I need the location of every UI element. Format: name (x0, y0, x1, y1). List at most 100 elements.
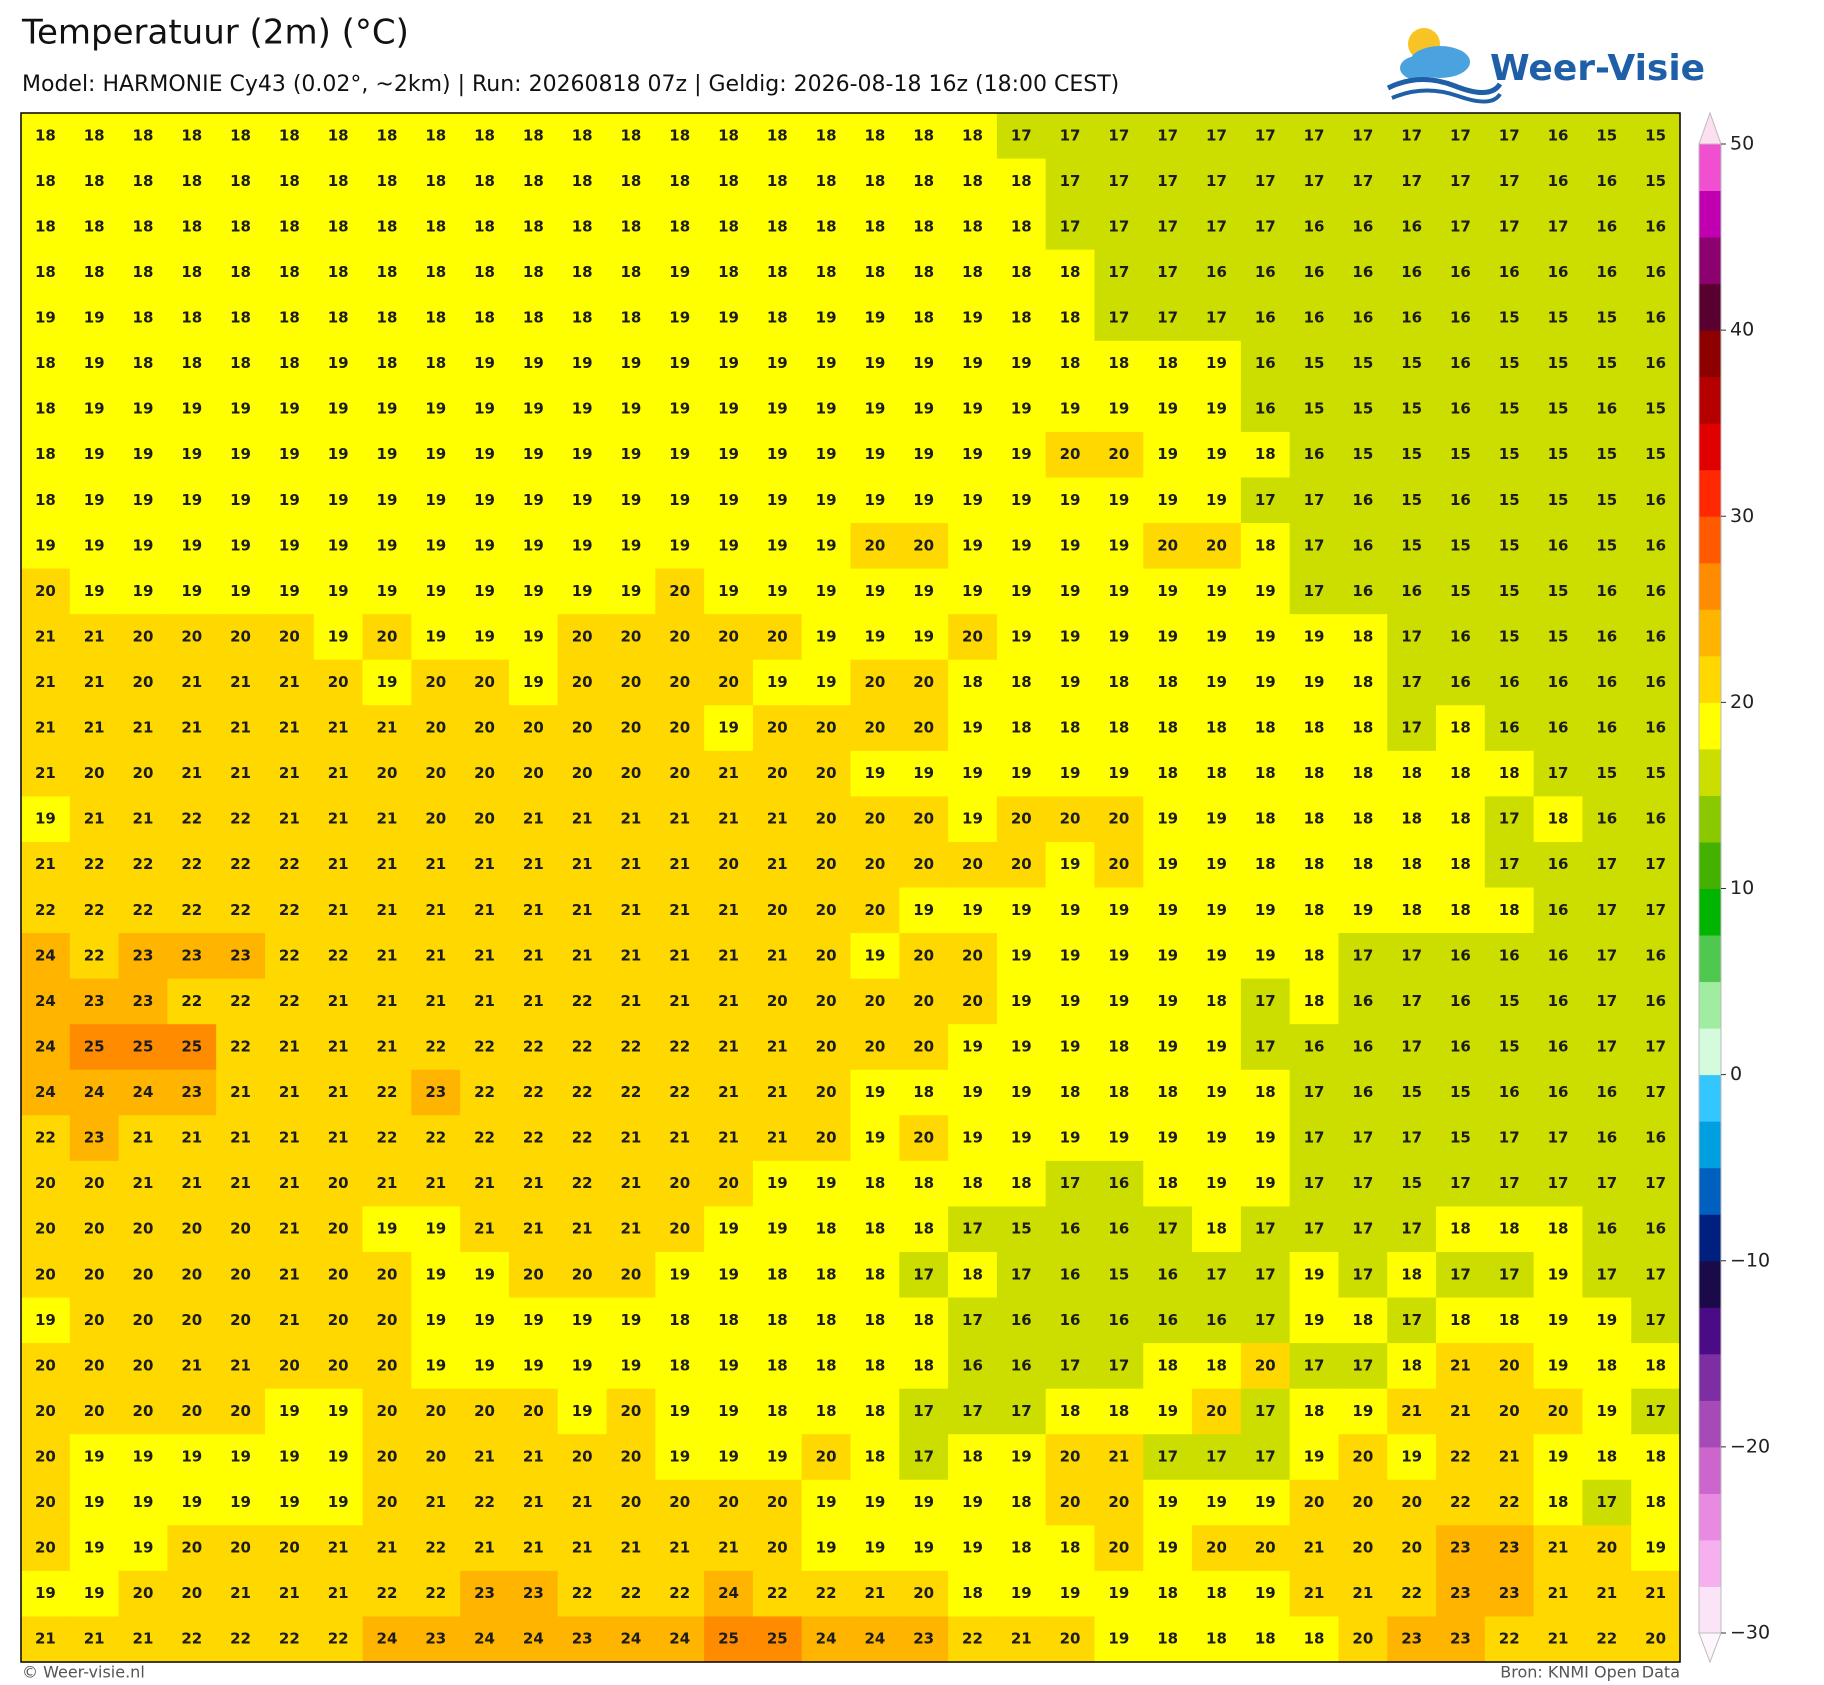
map: 18 18 18 18 18 18 18 18 18 18 18 18 18 18 18 18 18 18 18 18… (21, 113, 1681, 1663)
temperature-label: 18 (425, 217, 446, 235)
temperature-cell (1045, 887, 1096, 934)
temperature-label: 19 (1011, 946, 1032, 964)
colorbar-segment (1699, 981, 1721, 1029)
temperature-cell (1289, 431, 1340, 479)
temperature-cell (655, 1434, 705, 1481)
temperature-cell (118, 978, 168, 1025)
temperature-cell (1240, 796, 1291, 843)
temperature-label: 21 (35, 764, 56, 782)
temperature-cell (21, 796, 71, 843)
temperature-label: 15 (1596, 309, 1617, 327)
temperature-cell (655, 386, 705, 433)
temperature-cell (1289, 1434, 1340, 1481)
temperature-cell (1143, 1297, 1193, 1344)
temperature-label: 17 (1108, 217, 1129, 235)
temperature-label: 17 (1255, 491, 1276, 509)
temperature-cell (1631, 249, 1681, 296)
temperature-cell (21, 1343, 71, 1390)
temperature-cell (948, 1160, 998, 1208)
temperature-label: 19 (1157, 810, 1178, 828)
temperature-cell (801, 1297, 852, 1344)
temperature-label: 20 (572, 1265, 593, 1283)
temperature-label: 17 (1450, 1265, 1471, 1283)
temperature-cell (557, 750, 608, 797)
temperature-cell (1436, 568, 1486, 615)
temperature-cell (264, 158, 315, 205)
temperature-cell (996, 796, 1047, 843)
temperature-cell (1387, 477, 1437, 524)
temperature-cell (216, 249, 266, 296)
temperature-cell (264, 1479, 315, 1526)
temperature-label: 18 (816, 1220, 837, 1238)
temperature-label: 18 (133, 263, 154, 281)
temperature-cell (1338, 1069, 1388, 1116)
temperature-cell (362, 933, 412, 980)
temperature-cell (1143, 614, 1193, 661)
temperature-cell (655, 1206, 705, 1253)
temperature-label: 19 (1060, 764, 1081, 782)
temperature-cell (704, 1570, 754, 1618)
temperature-cell (1533, 933, 1584, 980)
temperature-cell (704, 1343, 754, 1390)
temperature-cell (362, 796, 412, 843)
temperature-cell (1631, 933, 1681, 980)
temperature-cell (313, 659, 364, 706)
temperature-cell (508, 477, 559, 524)
temperature-cell (216, 1024, 266, 1071)
temperature-label: 19 (1304, 673, 1325, 691)
temperature-cell (1143, 841, 1193, 889)
temperature-cell (1533, 158, 1584, 205)
temperature-label: 20 (523, 1265, 544, 1283)
temperature-label: 21 (523, 946, 544, 964)
temperature-label: 19 (1206, 1083, 1227, 1101)
temperature-label: 16 (1450, 627, 1471, 645)
temperature-label: 18 (913, 309, 934, 327)
temperature-cell (1436, 1388, 1486, 1435)
temperature-label: 22 (425, 1539, 446, 1557)
temperature-label: 15 (1499, 445, 1520, 463)
temperature-label: 18 (1645, 1493, 1666, 1511)
temperature-label: 20 (35, 1539, 56, 1557)
temperature-cell (460, 204, 510, 251)
temperature-cell (752, 1343, 803, 1390)
temperature-cell (1631, 1160, 1681, 1208)
temperature-label: 18 (474, 263, 495, 281)
temperature-label: 16 (1596, 1083, 1617, 1101)
temperature-label: 20 (377, 764, 398, 782)
temperature-cell (1338, 523, 1388, 570)
temperature-label: 21 (377, 992, 398, 1010)
temperature-cell (508, 431, 559, 479)
temperature-label: 19 (767, 536, 788, 554)
temperature-label: 18 (1011, 673, 1032, 691)
temperature-cell (850, 1206, 900, 1253)
temperature-cell (313, 750, 364, 797)
temperature-label: 17 (1060, 172, 1081, 190)
temperature-cell (1289, 1069, 1340, 1116)
temperature-cell (21, 1115, 71, 1162)
temperature-label: 20 (669, 1174, 690, 1192)
temperature-label: 23 (1450, 1584, 1471, 1602)
temperature-label: 19 (377, 491, 398, 509)
temperature-label: 21 (620, 1129, 641, 1147)
colorbar-extend-bottom (1698, 1632, 1722, 1664)
temperature-cell (1582, 113, 1632, 160)
temperature-cell (996, 1479, 1047, 1526)
temperature-label: 23 (1450, 1630, 1471, 1648)
temperature-cell (1143, 1570, 1193, 1618)
temperature-cell (1484, 1024, 1535, 1071)
temperature-cell (899, 295, 949, 342)
temperature-label: 16 (1548, 946, 1569, 964)
temperature-label: 16 (1352, 536, 1373, 554)
temperature-label: 21 (474, 1174, 495, 1192)
temperature-label: 21 (279, 1174, 300, 1192)
temperature-cell (69, 1115, 120, 1162)
temperature-cell (508, 1160, 559, 1208)
temperature-label: 18 (35, 354, 56, 372)
temperature-cell (1436, 113, 1486, 160)
temperature-label: 21 (767, 810, 788, 828)
temperature-cell (21, 1069, 71, 1116)
temperature-cell (899, 933, 949, 980)
temperature-label: 20 (377, 1493, 398, 1511)
temperature-cell (1387, 431, 1437, 479)
